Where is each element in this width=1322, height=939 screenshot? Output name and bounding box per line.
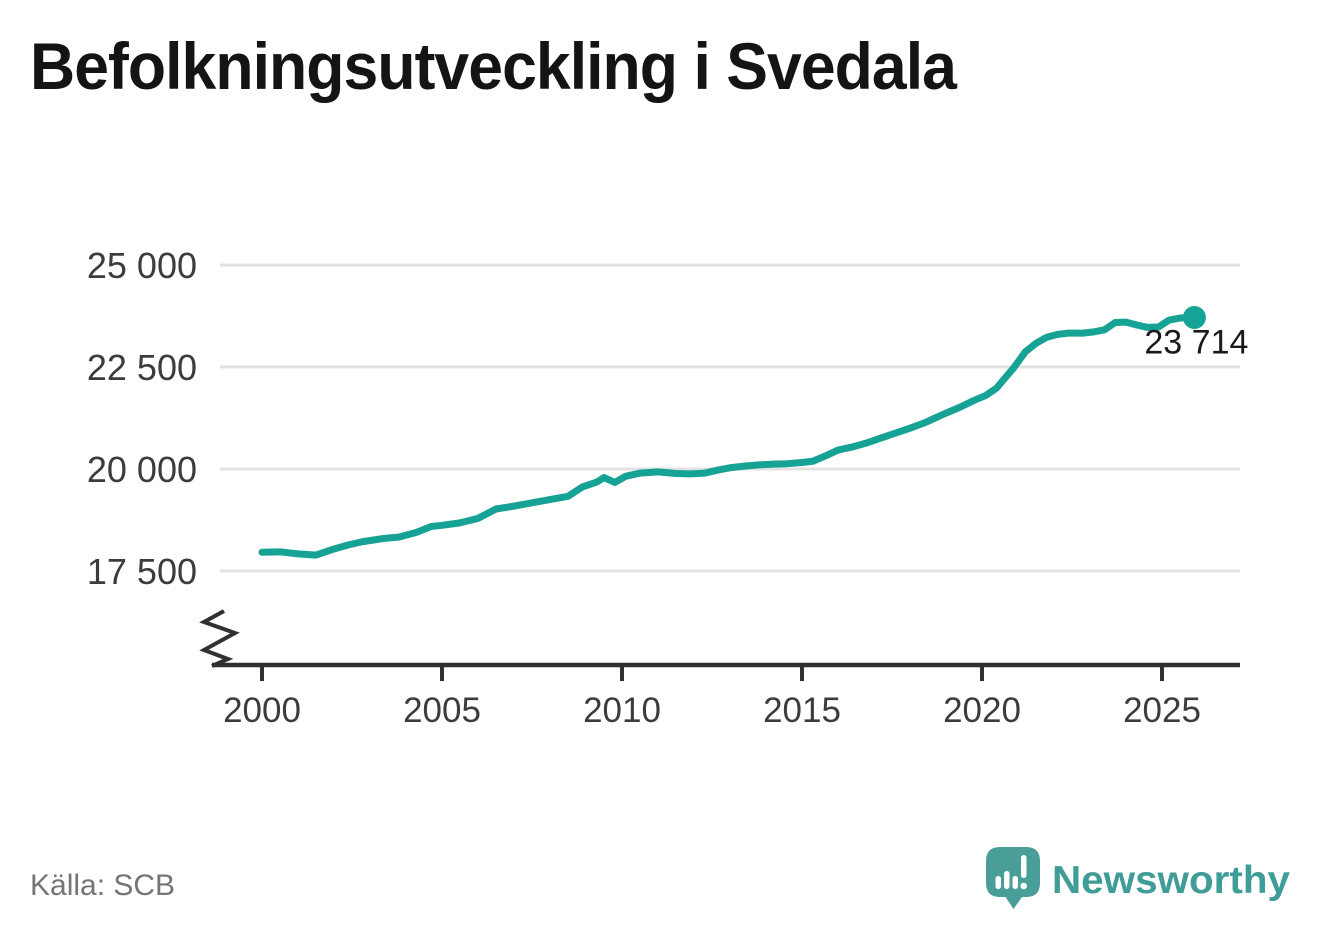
x-tick-label: 2005 (403, 691, 481, 730)
y-tick-label: 25 000 (87, 245, 197, 286)
x-tick-label: 2015 (763, 691, 841, 730)
exclamation-dot (1020, 882, 1027, 890)
axis-break-zigzag (199, 609, 240, 668)
x-tick-label: 2010 (583, 691, 661, 730)
x-tick-label: 2025 (1123, 691, 1201, 730)
chart-title: Befolkningsutveckling i Svedala (30, 29, 958, 103)
population-line (258, 313, 1198, 559)
y-tick-label: 17 500 (87, 551, 197, 592)
end-point-marker (1182, 305, 1206, 329)
x-tick-label: 2020 (943, 691, 1021, 730)
y-tick-label: 20 000 (87, 449, 197, 490)
newsworthy-wordmark-text: Newsworthy (1052, 859, 1290, 902)
bar-chart-bar-1 (995, 876, 1001, 889)
source-note: Källa: SCB (30, 869, 176, 902)
exclamation-bar (1021, 855, 1027, 878)
newsworthy-wordmark: Newsworthy (1052, 859, 1290, 902)
newsworthy-logo-icon (986, 847, 1040, 909)
y-tick-label: 22 500 (87, 347, 197, 388)
newsworthy-logo: Newsworthy (984, 846, 1296, 910)
x-tick-label: 2000 (223, 691, 301, 730)
bar-chart-bar-2 (1004, 871, 1010, 889)
end-value-label: 23 714 (1144, 323, 1248, 361)
bar-chart-bar-3 (1012, 876, 1018, 889)
